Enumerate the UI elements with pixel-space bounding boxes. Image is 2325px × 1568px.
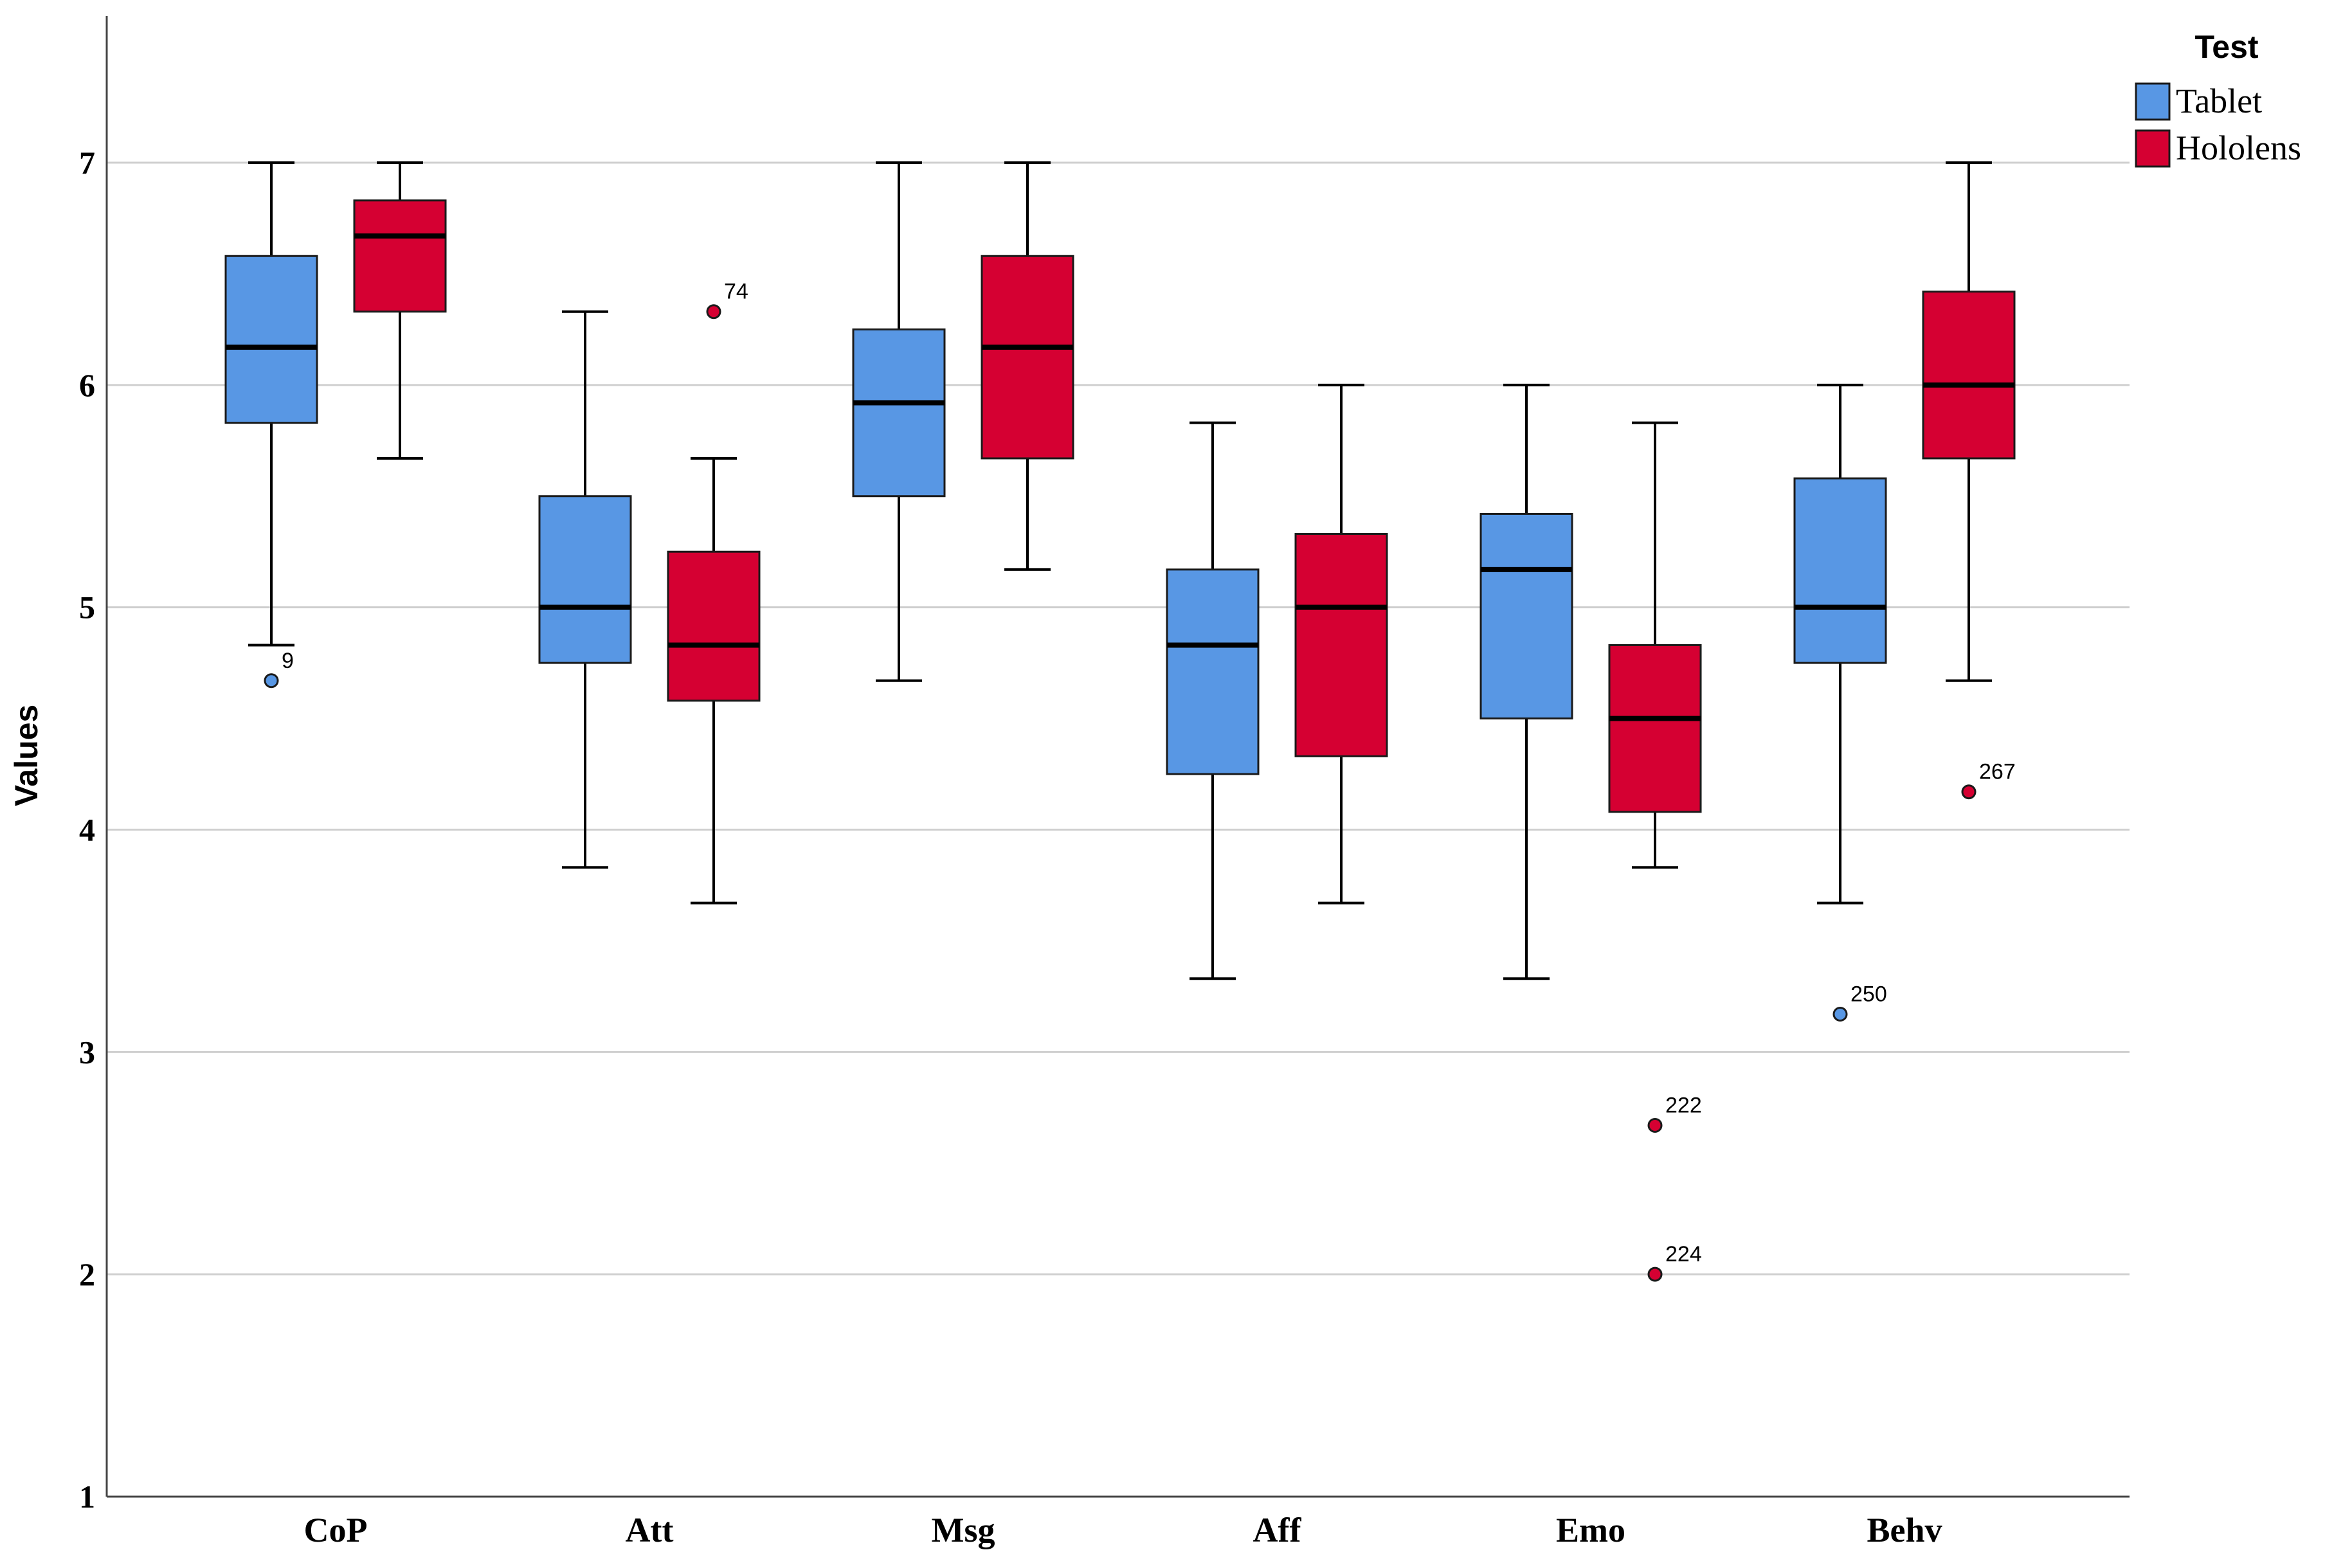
outlier-label: 267 (1979, 760, 2016, 784)
outlier-label: 9 (282, 649, 294, 673)
y-tick-label: 5 (79, 590, 95, 626)
y-tick-label: 3 (79, 1034, 95, 1070)
boxes (224, 161, 2016, 980)
outlier-label: 224 (1665, 1242, 1702, 1266)
iqr-box (852, 328, 946, 498)
legend-label-hololens: Hololens (2176, 129, 2301, 167)
x-tick-label: Att (626, 1511, 674, 1549)
box-hololens-emo (1608, 421, 1702, 869)
x-tick-label: Behv (1867, 1511, 1942, 1549)
box-hololens-att (667, 456, 761, 905)
iqr-box (1166, 568, 1260, 775)
box-tablet-emo (1479, 383, 1573, 980)
outlier-point (706, 304, 721, 320)
axes (105, 16, 2130, 1498)
box-hololens-behv (1922, 161, 2016, 682)
x-tick-labels: CoP Att Msg Aff Emo Behv (304, 1511, 1942, 1549)
y-tick-label: 7 (79, 145, 95, 181)
box-tablet-att (538, 310, 632, 869)
box-tablet-aff (1166, 421, 1260, 980)
iqr-box (1793, 477, 1887, 664)
legend-swatch-tablet (2135, 82, 2171, 121)
outlier-point (264, 673, 279, 689)
iqr-box (1608, 644, 1702, 813)
legend-swatch-hololens (2135, 129, 2171, 168)
outlier-point (1647, 1117, 1663, 1133)
x-tick-label: Aff (1253, 1511, 1302, 1549)
outliers: 9 250 74 222 224 267 (264, 280, 2016, 1282)
box-tablet-cop (224, 161, 318, 647)
iqr-box (1922, 291, 2016, 460)
iqr-box (353, 199, 447, 313)
x-tick-label: CoP (304, 1511, 368, 1549)
legend-title: Test (2194, 29, 2258, 65)
outlier-label: 74 (724, 280, 748, 304)
iqr-box (538, 495, 632, 664)
iqr-box (981, 255, 1074, 460)
outlier-point (1832, 1007, 1848, 1022)
grid-lines (107, 161, 2130, 1275)
iqr-box (1294, 533, 1388, 757)
outlier-label: 250 (1850, 982, 1887, 1007)
outlier-point (1647, 1266, 1663, 1282)
outlier-point (1961, 784, 1977, 800)
box-hololens-aff (1294, 383, 1388, 905)
outlier-label: 222 (1665, 1093, 1702, 1117)
legend-label-tablet: Tablet (2176, 82, 2262, 120)
legend-entries: Tablet Hololens (2135, 82, 2301, 168)
y-axis-title: Values (8, 705, 44, 806)
x-tick-label: Msg (932, 1511, 995, 1549)
legend: Test Tablet Hololens (2135, 29, 2301, 168)
iqr-box (1479, 512, 1573, 720)
y-tick-label: 1 (79, 1479, 95, 1515)
box-hololens-msg (981, 161, 1074, 571)
x-tick-label: Emo (1556, 1511, 1625, 1549)
iqr-box (224, 255, 318, 424)
box-tablet-msg (852, 161, 946, 682)
y-tick-labels: 1 2 3 4 5 6 7 (79, 145, 95, 1515)
box-hololens-cop (353, 161, 447, 460)
iqr-box (667, 550, 761, 702)
y-tick-label: 4 (79, 812, 95, 848)
box-tablet-behv (1793, 383, 1887, 905)
y-tick-label: 2 (79, 1256, 95, 1292)
y-tick-label: 6 (79, 367, 95, 403)
